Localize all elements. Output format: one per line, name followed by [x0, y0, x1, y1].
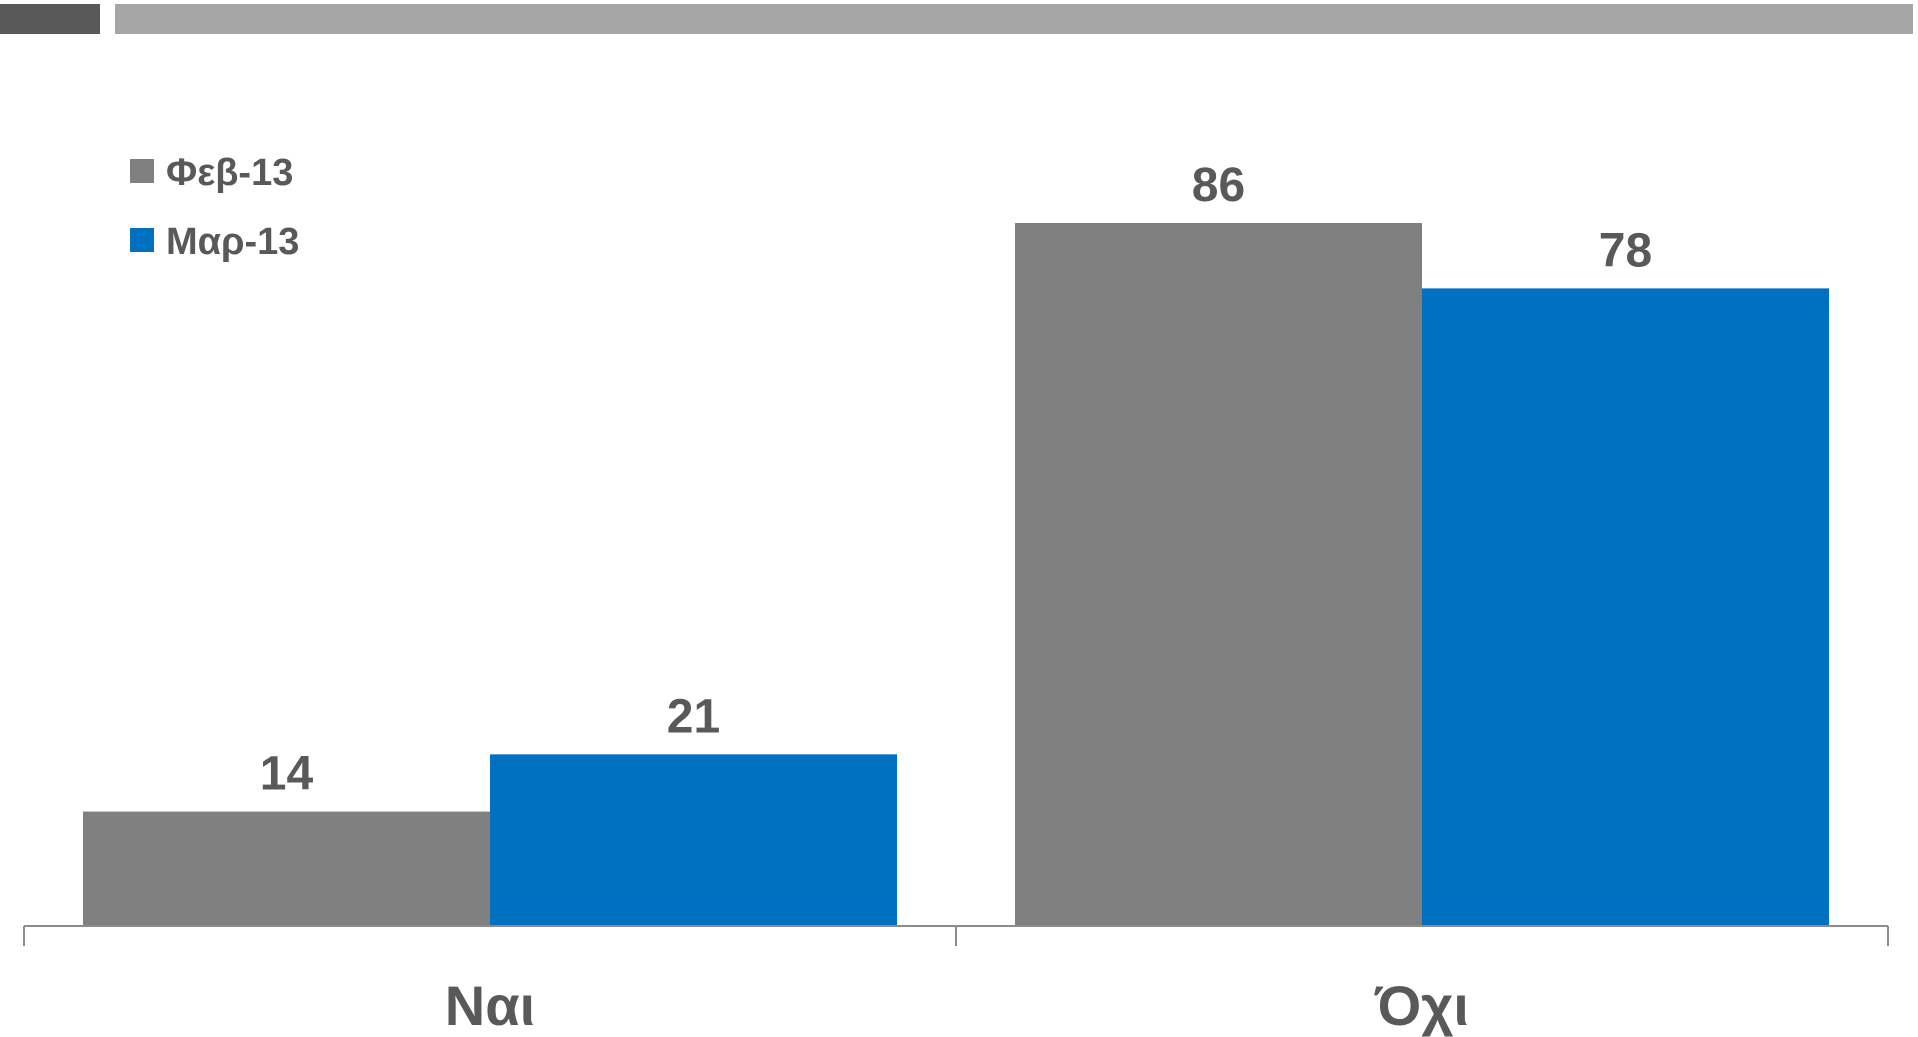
legend-swatch-φεβ-13	[130, 159, 154, 183]
category-label-ναι: Ναι	[445, 974, 535, 1037]
chart-x-axis	[23, 925, 1889, 946]
chart-value-labels: 14 21 86 78	[260, 159, 1652, 801]
bar-φεβ-13-όχι	[1015, 223, 1422, 926]
value-label-φεβ-13-ναι: 14	[260, 748, 314, 801]
chart-legend: Φεβ-13 Μαρ-13	[130, 152, 299, 263]
legend-swatch-μαρ-13	[130, 228, 154, 252]
category-label-όχι: Όχι	[1374, 974, 1469, 1037]
legend-label-φεβ-13: Φεβ-13	[166, 152, 293, 194]
bar-φεβ-13-ναι	[83, 811, 490, 926]
value-label-μαρ-13-ναι: 21	[667, 690, 720, 743]
value-label-μαρ-13-όχι: 78	[1599, 224, 1652, 277]
bar-μαρ-13-ναι	[490, 754, 897, 926]
bar-μαρ-13-όχι	[1422, 288, 1829, 926]
header-accent-bar	[0, 4, 100, 34]
header-rule-bar	[115, 4, 1913, 34]
legend-label-μαρ-13: Μαρ-13	[166, 221, 299, 263]
chart-bars	[83, 223, 1829, 926]
chart-category-labels: Ναι Όχι	[445, 974, 1469, 1037]
value-label-φεβ-13-όχι: 86	[1192, 159, 1245, 212]
